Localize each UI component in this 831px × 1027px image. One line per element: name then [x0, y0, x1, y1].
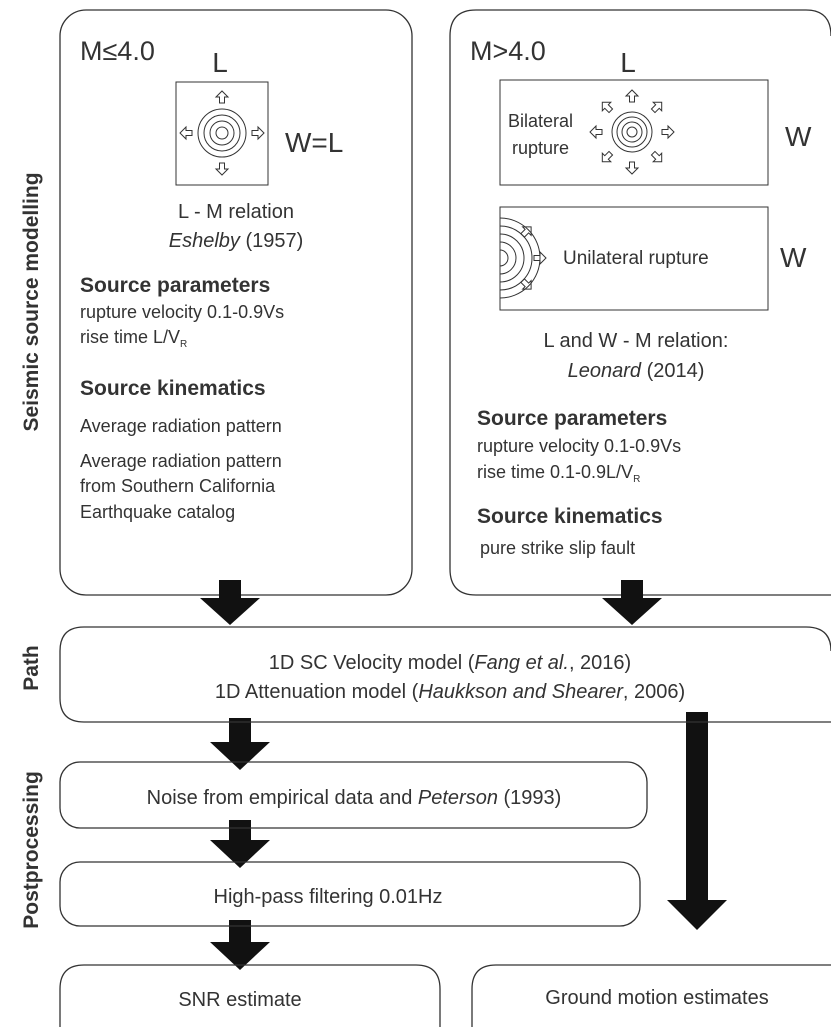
- param: rupture velocity 0.1-0.9Vs: [80, 302, 284, 322]
- section-label: Seismic source modelling: [20, 172, 43, 431]
- text: (1993): [498, 787, 561, 809]
- length-label: L: [212, 47, 228, 78]
- bilateral-rect: [499, 79, 769, 186]
- author: Eshelby: [169, 230, 241, 252]
- width-label: W=L: [285, 127, 343, 158]
- kinematics: Average radiation pattern: [80, 451, 282, 471]
- subscript: R: [180, 339, 187, 350]
- text: , 2006): [623, 681, 685, 703]
- source-square: [175, 81, 269, 186]
- kinematics: Earthquake catalog: [80, 502, 235, 522]
- author: Peterson: [418, 787, 498, 809]
- ground-box: [471, 964, 831, 1027]
- reference: Eshelby (1957): [169, 230, 304, 252]
- ground-text: Ground motion estimates: [545, 987, 768, 1009]
- relation: L - M relation: [178, 201, 294, 223]
- bilateral-label: Bilateral: [508, 111, 573, 131]
- heading: Source parameters: [477, 407, 667, 430]
- kinematics: Average radiation pattern: [80, 416, 282, 436]
- small-title: M≤4.0: [80, 36, 155, 66]
- bilateral-label: rupture: [512, 138, 569, 158]
- unilateral-rect: [499, 206, 769, 311]
- author: Leonard: [568, 360, 642, 382]
- path-line: 1D SC Velocity model (Fang et al., 2016): [269, 652, 631, 674]
- snr-text: SNR estimate: [178, 989, 301, 1011]
- heading: Source kinematics: [477, 505, 663, 528]
- width-label: W: [780, 242, 807, 273]
- large-box: [449, 9, 831, 596]
- unilateral-icon: [500, 217, 547, 299]
- year: (2014): [647, 360, 705, 382]
- text: 1D SC Velocity model (: [269, 652, 475, 674]
- length-label: L: [620, 47, 636, 78]
- noise-box: [59, 761, 648, 829]
- flow-arrows: [200, 580, 727, 970]
- param: rise time L/VR: [80, 327, 187, 350]
- noise-text: Noise from empirical data and Peterson (…: [147, 787, 562, 809]
- kinematics: pure strike slip fault: [480, 538, 635, 558]
- kinematics: from Southern California: [80, 476, 276, 496]
- relation: L and W - M relation:: [544, 330, 729, 352]
- rise: rise time L/V: [80, 327, 180, 347]
- large-title: M>4.0: [470, 36, 546, 66]
- unilateral-label: Unilateral rupture: [563, 248, 709, 269]
- heading: Source kinematics: [80, 377, 266, 400]
- path-box: [59, 626, 831, 723]
- rise: rise time 0.1-0.9L/V: [477, 462, 633, 482]
- text: , 2016): [569, 652, 631, 674]
- section-label: Postprocessing: [20, 771, 43, 929]
- path-line: 1D Attenuation model (Haukkson and Shear…: [215, 681, 685, 703]
- filter-box: [59, 861, 641, 927]
- text: 1D Attenuation model (: [215, 681, 419, 703]
- heading: Source parameters: [80, 274, 270, 297]
- author: Haukkson and Shearer: [418, 681, 624, 703]
- param: rupture velocity 0.1-0.9Vs: [477, 436, 681, 456]
- section-label: Path: [20, 645, 43, 691]
- year: (1957): [245, 230, 303, 252]
- author: Fang et al.: [474, 652, 569, 674]
- width-label: W: [785, 121, 812, 152]
- bilateral-icon: [589, 89, 675, 175]
- radiation-icon: [179, 90, 265, 176]
- param: rise time 0.1-0.9L/VR: [477, 462, 640, 485]
- reference: Leonard (2014): [568, 360, 705, 382]
- subscript: R: [633, 474, 640, 485]
- text: Noise from empirical data and: [147, 787, 418, 809]
- filter-text: High-pass filtering 0.01Hz: [214, 886, 443, 908]
- snr-box: [59, 964, 441, 1027]
